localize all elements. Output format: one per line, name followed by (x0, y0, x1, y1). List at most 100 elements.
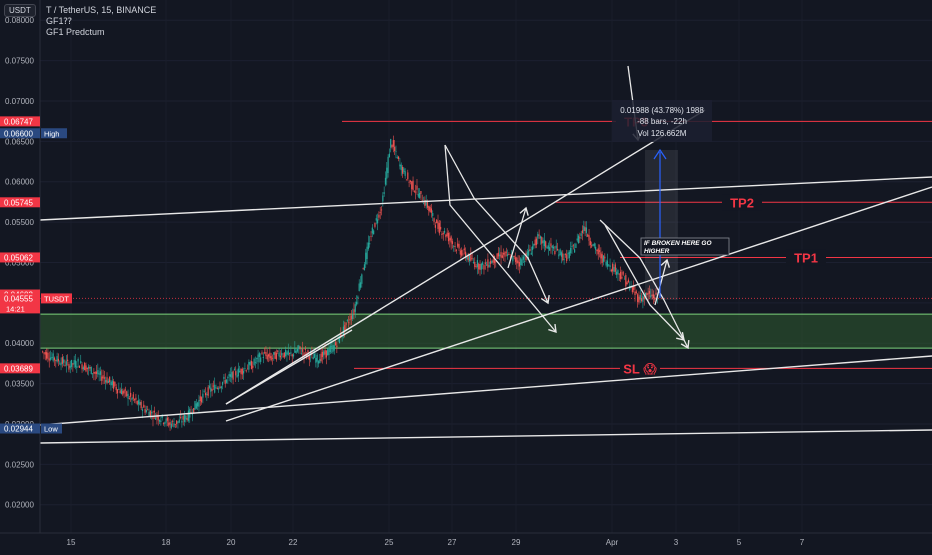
candle-body (169, 422, 171, 425)
measure-info-box[interactable] (612, 100, 712, 142)
price-axis-label-value: 0.03689 (4, 364, 33, 373)
candle-body (115, 386, 117, 391)
price-axis-label[interactable] (0, 128, 40, 139)
candle-body (362, 268, 364, 270)
target-level-label[interactable]: SL 😱 (623, 361, 657, 376)
candle-body (199, 396, 201, 402)
candle-body (78, 365, 81, 368)
candle-body (522, 256, 524, 260)
candle-body (413, 191, 415, 192)
price-axis-label[interactable] (0, 293, 40, 314)
candle-body (235, 371, 237, 376)
arrow-head (660, 258, 671, 268)
candle-body (281, 352, 283, 356)
price-axis-tag[interactable] (41, 423, 62, 434)
price-axis-tag[interactable] (41, 128, 67, 139)
indicator-label[interactable]: GF1 Predctum (46, 27, 105, 37)
candle-body (370, 236, 372, 238)
price-axis-tag[interactable] (41, 293, 72, 304)
candle-body (187, 410, 190, 421)
candle-body (400, 164, 402, 171)
candle-body (145, 410, 148, 412)
candle-body (390, 139, 392, 148)
currency-badge[interactable]: USDT (4, 4, 36, 17)
candle-body (378, 214, 380, 218)
indicator-label[interactable]: GF1⁇ (46, 16, 72, 26)
candle-body (556, 248, 559, 251)
candle-body (583, 225, 585, 231)
candle-body (258, 353, 260, 357)
candle-body (401, 166, 404, 174)
projection-arrow[interactable] (604, 224, 685, 341)
channel-lower-segment[interactable] (225, 329, 353, 405)
projection-arrow[interactable] (444, 144, 557, 333)
candle-body (359, 282, 362, 288)
candle-body (215, 387, 217, 389)
price-axis-label[interactable] (0, 116, 40, 127)
candle-body (453, 246, 455, 247)
candle-body (542, 240, 544, 243)
support-trend-line[interactable] (39, 355, 932, 426)
price-axis-label[interactable] (0, 252, 40, 263)
candle-body (441, 233, 443, 236)
candle-body (157, 415, 159, 421)
lower-support-trend-line[interactable] (39, 429, 932, 444)
measure-box[interactable] (645, 150, 678, 300)
rising-wedge-line[interactable] (225, 186, 932, 422)
candle-body (257, 354, 259, 363)
candle-body (564, 254, 567, 255)
candle-body (218, 388, 220, 390)
candle-body (64, 365, 66, 366)
demand-zone[interactable] (40, 314, 932, 349)
candle-body (130, 392, 132, 397)
candle-body (496, 253, 498, 259)
candle-body (316, 354, 318, 362)
candle-body (288, 352, 291, 354)
candle-body (587, 234, 589, 237)
time-axis[interactable] (0, 533, 932, 550)
channel-upper-line[interactable] (225, 109, 706, 405)
projection-arrow[interactable] (444, 144, 549, 304)
price-axis-tag-text: Low (44, 424, 58, 433)
candle-body (404, 171, 406, 176)
candle-body (613, 267, 615, 273)
price-axis-label[interactable] (0, 363, 40, 374)
candle-body (487, 259, 489, 268)
candle-body (367, 242, 369, 249)
price-axis-label[interactable] (0, 423, 40, 434)
candle-body (220, 386, 222, 389)
candle-body (144, 408, 146, 413)
candle-body (116, 389, 119, 394)
candle-body (165, 418, 167, 423)
projection-arrow[interactable] (599, 219, 689, 349)
candle-body (294, 348, 296, 353)
candle-body (204, 392, 207, 396)
candle-body (432, 213, 434, 216)
candle-body (77, 359, 79, 362)
candle-body (526, 251, 528, 256)
candle-body (350, 315, 352, 320)
target-level-label[interactable]: TP2 (730, 195, 754, 210)
price-tick-label: 0.07000 (5, 97, 34, 106)
candle-body (474, 261, 476, 268)
candle-body (203, 390, 205, 392)
candle-body (45, 352, 48, 359)
annotation-box[interactable] (640, 237, 730, 256)
time-tick-label: 18 (162, 538, 171, 547)
candle-body (245, 370, 247, 372)
price-axis[interactable] (0, 0, 40, 550)
resistance-trend-line[interactable] (39, 176, 932, 221)
candle-body (48, 358, 50, 361)
projection-arrow[interactable] (507, 207, 527, 269)
arrow-head (540, 294, 550, 305)
candle-body (176, 420, 178, 424)
price-axis-label[interactable] (0, 197, 40, 208)
arrow-head (548, 323, 557, 334)
time-tick-label: 3 (674, 538, 679, 547)
target-label-bg (786, 249, 826, 266)
projection-arrow[interactable] (654, 259, 668, 306)
symbol-title[interactable]: T / TetherUS, 15, BINANCE (46, 5, 157, 15)
target-level-label[interactable]: TP1 (794, 250, 818, 265)
